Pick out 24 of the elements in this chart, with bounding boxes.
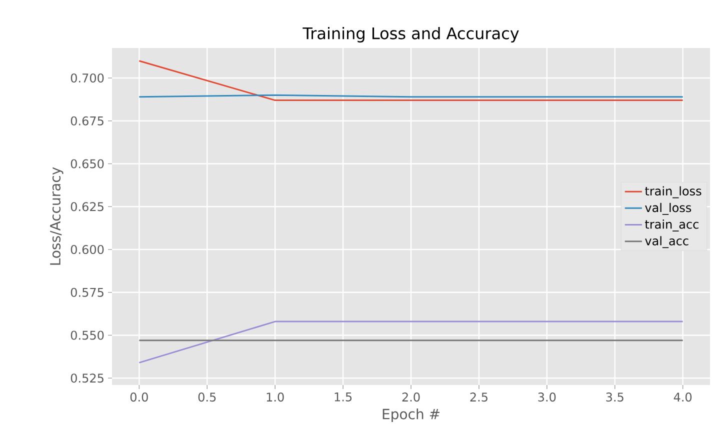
- chart-title: Training Loss and Accuracy: [302, 26, 519, 42]
- x-tick-label: 3.5: [606, 392, 624, 402]
- x-tick-label: 1.0: [266, 392, 284, 402]
- legend-label: val_loss: [645, 202, 692, 215]
- x-tick-label: 2.5: [470, 392, 488, 402]
- x-tick-label: 0.0: [130, 392, 148, 402]
- x-tick-label: 4.0: [674, 392, 692, 402]
- y-tick-label: 0.675: [70, 116, 104, 126]
- legend-label: val_acc: [645, 236, 688, 248]
- y-tick-label: 0.550: [70, 330, 104, 340]
- x-axis-title: Epoch #: [382, 408, 440, 422]
- y-tick-label: 0.700: [70, 73, 104, 83]
- x-tick-label: 2.0: [402, 392, 420, 402]
- y-tick-label: 0.625: [70, 202, 104, 212]
- y-tick-label: 0.575: [70, 288, 104, 297]
- y-tick-label: 0.600: [70, 244, 104, 254]
- x-tick-label: 0.5: [198, 392, 216, 402]
- y-axis-title: Loss/Accuracy: [50, 167, 64, 265]
- y-tick-label: 0.650: [70, 159, 104, 168]
- x-tick-label: 3.0: [538, 392, 556, 402]
- y-tick-label: 0.525: [70, 374, 104, 383]
- legend-label: train_loss: [645, 186, 702, 198]
- legend-label: train_acc: [645, 220, 698, 232]
- x-tick-label: 1.5: [334, 392, 352, 402]
